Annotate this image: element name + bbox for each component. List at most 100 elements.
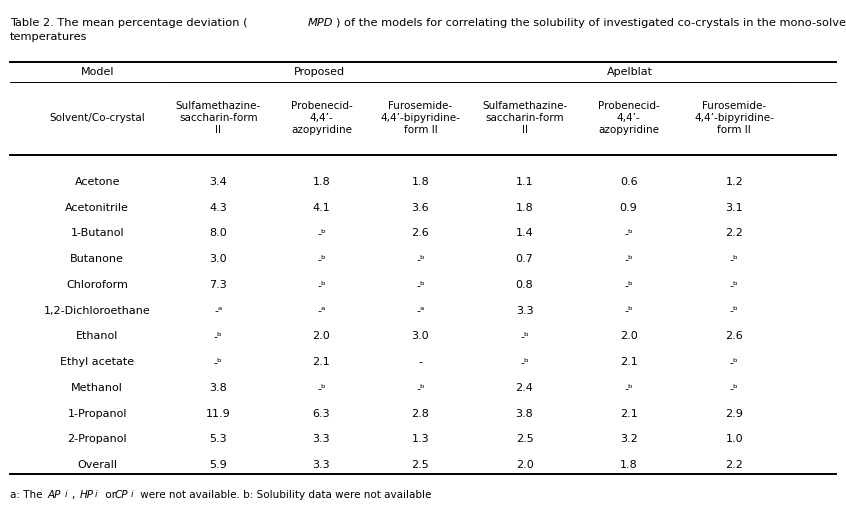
Text: Apelblat: Apelblat <box>607 67 652 77</box>
Text: Methanol: Methanol <box>71 383 124 393</box>
Text: 3.1: 3.1 <box>726 202 743 213</box>
Text: -ᵇ: -ᵇ <box>520 357 529 367</box>
Text: Furosemide-
4,4’-bipyridine-
form II: Furosemide- 4,4’-bipyridine- form II <box>695 101 774 135</box>
Text: 3.3: 3.3 <box>516 305 533 316</box>
Text: 2.8: 2.8 <box>411 408 430 419</box>
Text: 3.2: 3.2 <box>620 434 637 444</box>
Text: 2.6: 2.6 <box>412 228 429 238</box>
Text: -ᵃ: -ᵃ <box>214 305 222 316</box>
Text: 5.9: 5.9 <box>210 460 227 470</box>
Text: 1.0: 1.0 <box>726 434 743 444</box>
Text: 2.9: 2.9 <box>725 408 744 419</box>
Text: were not available. b: Solubility data were not available: were not available. b: Solubility data w… <box>137 490 431 500</box>
Text: -ᵇ: -ᵇ <box>214 331 222 341</box>
Text: temperatures: temperatures <box>10 32 88 42</box>
Text: AP: AP <box>47 490 61 500</box>
Text: ,: , <box>72 490 79 500</box>
Text: HP: HP <box>80 490 94 500</box>
Text: 2.1: 2.1 <box>313 357 330 367</box>
Text: Acetonitrile: Acetonitrile <box>65 202 129 213</box>
Text: 3.8: 3.8 <box>516 408 533 419</box>
Text: -ᵇ: -ᵇ <box>317 254 326 264</box>
Text: -ᵇ: -ᵇ <box>624 254 633 264</box>
Text: 2.1: 2.1 <box>620 408 637 419</box>
Text: -ᵇ: -ᵇ <box>730 305 739 316</box>
Text: CP: CP <box>115 490 129 500</box>
Text: 1.8: 1.8 <box>412 177 429 187</box>
Text: Furosemide-
4,4’-bipyridine-
form II: Furosemide- 4,4’-bipyridine- form II <box>381 101 460 135</box>
Text: -ᵇ: -ᵇ <box>520 331 529 341</box>
Text: Acetone: Acetone <box>74 177 120 187</box>
Text: Model: Model <box>80 67 114 77</box>
Text: -ᵇ: -ᵇ <box>624 228 633 238</box>
Text: i: i <box>64 490 67 499</box>
Text: 4.1: 4.1 <box>313 202 330 213</box>
Text: -ᵇ: -ᵇ <box>317 280 326 290</box>
Text: -ᵇ: -ᵇ <box>416 254 425 264</box>
Text: 1.3: 1.3 <box>412 434 429 444</box>
Text: -ᵇ: -ᵇ <box>730 357 739 367</box>
Text: 2.0: 2.0 <box>620 331 637 341</box>
Text: 11.9: 11.9 <box>206 408 231 419</box>
Text: 2-Propanol: 2-Propanol <box>68 434 127 444</box>
Text: 2.0: 2.0 <box>516 460 533 470</box>
Text: 1-Butanol: 1-Butanol <box>70 228 124 238</box>
Text: 0.6: 0.6 <box>620 177 637 187</box>
Text: 1.8: 1.8 <box>516 202 533 213</box>
Text: -ᵃ: -ᵃ <box>416 305 425 316</box>
Text: 6.3: 6.3 <box>313 408 330 419</box>
Text: or: or <box>102 490 118 500</box>
Text: -ᵇ: -ᵇ <box>317 228 326 238</box>
Text: 8.0: 8.0 <box>210 228 227 238</box>
Text: 1,2-Dichloroethane: 1,2-Dichloroethane <box>44 305 151 316</box>
Text: -ᵃ: -ᵃ <box>317 305 326 316</box>
Text: 2.0: 2.0 <box>313 331 330 341</box>
Text: 3.3: 3.3 <box>313 460 330 470</box>
Text: 2.5: 2.5 <box>516 434 533 444</box>
Text: 5.3: 5.3 <box>210 434 227 444</box>
Text: 7.3: 7.3 <box>210 280 227 290</box>
Text: Probenecid-
4,4’-
azopyridine: Probenecid- 4,4’- azopyridine <box>291 101 352 135</box>
Text: Ethanol: Ethanol <box>76 331 118 341</box>
Text: -ᵇ: -ᵇ <box>730 254 739 264</box>
Text: 2.4: 2.4 <box>515 383 534 393</box>
Text: 3.8: 3.8 <box>210 383 227 393</box>
Text: Sulfamethazine-
saccharin-form
II: Sulfamethazine- saccharin-form II <box>176 101 261 135</box>
Text: 3.3: 3.3 <box>313 434 330 444</box>
Text: Chloroform: Chloroform <box>66 280 129 290</box>
Text: 0.7: 0.7 <box>516 254 533 264</box>
Text: 2.5: 2.5 <box>412 460 429 470</box>
Text: i: i <box>95 490 97 499</box>
Text: -ᵇ: -ᵇ <box>416 383 425 393</box>
Text: a: The: a: The <box>10 490 46 500</box>
Text: 3.4: 3.4 <box>210 177 227 187</box>
Text: Overall: Overall <box>77 460 118 470</box>
Text: MPD: MPD <box>308 18 333 28</box>
Text: 2.2: 2.2 <box>725 460 744 470</box>
Text: Table 2. The mean percentage deviation (: Table 2. The mean percentage deviation ( <box>10 18 248 28</box>
Text: 3.0: 3.0 <box>412 331 429 341</box>
Text: i: i <box>130 490 133 499</box>
Text: -ᵇ: -ᵇ <box>624 280 633 290</box>
Text: 1.4: 1.4 <box>516 228 533 238</box>
Text: -ᵇ: -ᵇ <box>214 357 222 367</box>
Text: -ᵇ: -ᵇ <box>624 305 633 316</box>
Text: 0.8: 0.8 <box>516 280 533 290</box>
Text: Butanone: Butanone <box>70 254 124 264</box>
Text: Sulfamethazine-
saccharin-form
II: Sulfamethazine- saccharin-form II <box>482 101 567 135</box>
Text: Solvent/Co-crystal: Solvent/Co-crystal <box>49 113 146 124</box>
Text: ) of the models for correlating the solubility of investigated co-crystals in th: ) of the models for correlating the solu… <box>336 18 846 28</box>
Text: 1.1: 1.1 <box>516 177 533 187</box>
Text: 2.1: 2.1 <box>620 357 637 367</box>
Text: 3.0: 3.0 <box>210 254 227 264</box>
Text: 1.2: 1.2 <box>726 177 743 187</box>
Text: 3.6: 3.6 <box>412 202 429 213</box>
Text: 1-Propanol: 1-Propanol <box>68 408 127 419</box>
Text: -ᵇ: -ᵇ <box>624 383 633 393</box>
Text: -ᵇ: -ᵇ <box>416 280 425 290</box>
Text: 2.2: 2.2 <box>725 228 744 238</box>
Text: Probenecid-
4,4’-
azopyridine: Probenecid- 4,4’- azopyridine <box>598 101 659 135</box>
Text: -: - <box>419 357 422 367</box>
Text: Ethyl acetate: Ethyl acetate <box>60 357 135 367</box>
Text: Proposed: Proposed <box>294 67 345 77</box>
